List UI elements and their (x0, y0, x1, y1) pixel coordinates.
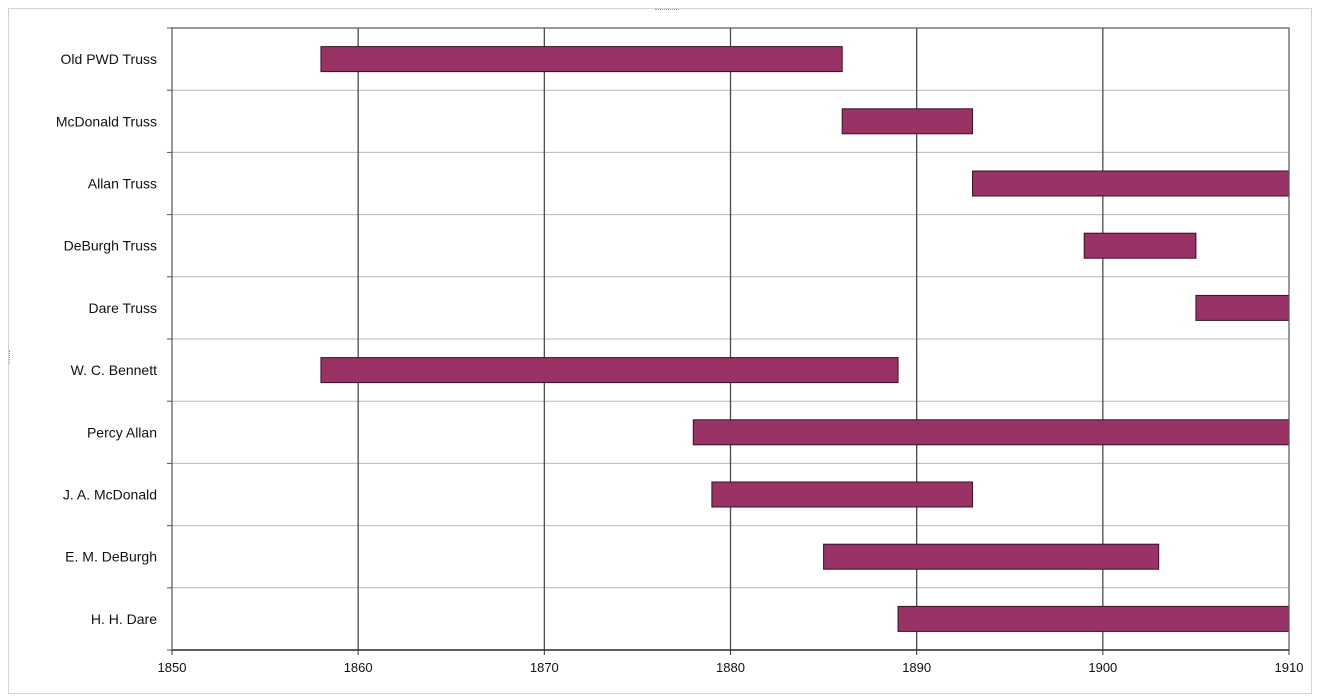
x-tick-label: 1890 (902, 660, 931, 675)
category-label: Percy Allan (87, 424, 157, 440)
x-tick-label: 1860 (344, 660, 373, 675)
resize-handle-left[interactable] (9, 350, 13, 364)
bar-percy-allan (692, 419, 1290, 446)
category-label: E. M. DeBurgh (65, 549, 157, 565)
axes (167, 27, 1290, 655)
bar-h-h-dare (897, 605, 1290, 632)
category-label: Old PWD Truss (61, 51, 157, 67)
category-label: DeBurgh Truss (64, 238, 157, 254)
category-label: J. A. McDonald (63, 487, 157, 503)
x-tick-label: 1900 (1088, 660, 1117, 675)
category-label: H. H. Dare (91, 611, 157, 627)
bar-w-c-bennett (320, 357, 899, 384)
bar-e-m-deburgh (823, 543, 1160, 570)
category-label: Allan Truss (88, 176, 157, 192)
bar-dare-truss (1195, 294, 1290, 321)
bar-mcdonald-truss (841, 108, 974, 135)
x-tick-label: 1880 (716, 660, 745, 675)
bars (320, 46, 1290, 632)
x-tick-label: 1910 (1275, 660, 1304, 675)
x-tick-label: 1870 (530, 660, 559, 675)
labels: Old PWD Truss McDonald Truss Allan Truss De… (56, 51, 1304, 675)
resize-handle-top[interactable] (655, 9, 679, 13)
x-tick-label: 1850 (158, 660, 187, 675)
bar-old-pwd-truss (320, 46, 843, 73)
category-label: McDonald Truss (56, 113, 157, 129)
category-label: W. C. Bennett (71, 362, 157, 378)
bar-deburgh-truss (1083, 232, 1197, 259)
bar-allan-truss (972, 170, 1290, 197)
bar-j-a-mcdonald (711, 481, 974, 508)
category-label: Dare Truss (89, 300, 157, 316)
